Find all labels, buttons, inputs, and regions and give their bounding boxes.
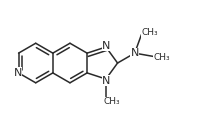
Text: N: N xyxy=(13,68,22,78)
Text: N: N xyxy=(102,40,110,51)
Text: N: N xyxy=(130,48,138,58)
Text: CH₃: CH₃ xyxy=(153,53,170,62)
Text: CH₃: CH₃ xyxy=(140,28,157,37)
Text: N: N xyxy=(102,75,110,86)
Text: CH₃: CH₃ xyxy=(103,97,120,106)
